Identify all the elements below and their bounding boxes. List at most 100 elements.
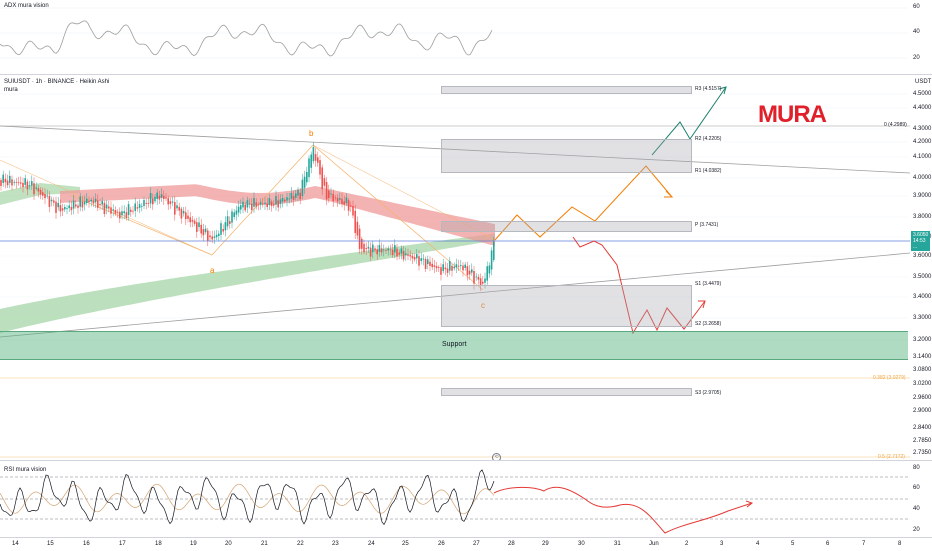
candle-body [207, 230, 209, 241]
candle-body [193, 220, 196, 224]
candle-body [288, 198, 290, 200]
arrowhead-green [718, 86, 727, 95]
price-tick: 2.8400 [913, 425, 932, 431]
candle-body [0, 180, 2, 186]
candle-body [244, 204, 246, 211]
candle-body [398, 252, 400, 255]
candle-body [50, 199, 53, 202]
candle-body [490, 250, 493, 270]
candle-body [413, 257, 416, 260]
candle-body [79, 196, 81, 207]
candle-body [220, 223, 222, 235]
candle-body [475, 276, 477, 278]
candle-body [473, 271, 475, 284]
price-tick: 2.7350 [913, 450, 932, 456]
candle-body [37, 188, 40, 192]
candle-body [99, 204, 101, 205]
candle-body [334, 197, 337, 199]
candle-body [68, 205, 70, 209]
symbol-title: SUIUSDT · 1h · BINANCE · Heikin Ashi [4, 79, 110, 85]
price-tick: 4.3000 [913, 126, 932, 132]
candle-body [482, 281, 484, 284]
candle-body [336, 197, 339, 202]
candle-body [215, 234, 218, 238]
price-tick: 3.4000 [913, 294, 932, 300]
candle-body [77, 205, 79, 208]
candle-body [453, 266, 455, 269]
candle-body [200, 224, 202, 234]
candle-body [178, 206, 180, 211]
rsi-plot [0, 469, 908, 534]
candle-body [418, 256, 420, 266]
candle-body [369, 247, 372, 257]
candle-body [262, 203, 264, 205]
candle-body [108, 206, 110, 209]
candle-body [138, 204, 141, 208]
candle-body [44, 194, 46, 199]
candle-body [435, 266, 438, 269]
price-tick: 3.8000 [913, 214, 932, 220]
candle-body [365, 248, 367, 250]
pivot-label-r2: R2 (4.2205) [695, 136, 722, 142]
price-tick: 3.0800 [913, 367, 932, 373]
pane-separator-top[interactable] [0, 74, 932, 75]
green-ribbon [0, 233, 495, 333]
candle-body [105, 204, 108, 209]
price-tick: 4.0000 [913, 175, 932, 181]
time-axis[interactable]: 14 15 16 17 18 19 20 21 22 23 24 25 26 27 28 29 30 31 Jun 2… [0, 537, 932, 551]
adx-axis-20: 20 [913, 55, 920, 61]
candle-body [169, 201, 172, 204]
candle-body [429, 261, 431, 266]
candle-body [281, 198, 284, 202]
candle-body [154, 196, 156, 202]
candle-body [141, 206, 143, 207]
candle-body [165, 197, 167, 199]
price-tick: 3.9000 [913, 193, 932, 199]
candlesticks [0, 142, 495, 291]
pivot-label-r3: R3 (4.5157) [695, 86, 722, 92]
candle-body [240, 205, 242, 210]
candle-body [361, 238, 363, 249]
time-tick: 3 [720, 541, 724, 547]
pane-separator-bottom[interactable] [0, 460, 932, 461]
candle-body [13, 181, 15, 183]
candle-body [231, 211, 233, 223]
rsi-axis-40: 40 [913, 506, 920, 512]
candle-body [235, 210, 238, 215]
candle-body [431, 263, 433, 268]
candle-body [101, 200, 103, 205]
candle-body [116, 211, 119, 213]
candle-body [163, 196, 165, 199]
candle-body [72, 200, 75, 209]
candle-body [455, 264, 458, 268]
candle-body [86, 198, 88, 203]
support-label: Support [442, 341, 467, 348]
rsi-axis-80: 80 [913, 465, 920, 471]
candle-body [94, 198, 97, 203]
price-tick: 4.5000 [913, 91, 932, 97]
candle-body [83, 201, 86, 205]
candle-body [488, 265, 491, 274]
candle-body [350, 205, 352, 207]
rsi-pane[interactable]: RSI mura vision 80 60 40 20 [0, 461, 932, 537]
price-pane[interactable]: SUIUSDT · 1h · BINANCE · Heikin Ashi mur… [0, 75, 932, 460]
candle-body [191, 219, 194, 222]
lower-trendline [0, 252, 911, 338]
candle-body [187, 215, 189, 219]
support-zone [0, 331, 908, 360]
time-tick: 29 [542, 541, 549, 547]
candle-body [182, 210, 185, 214]
rsi-projection [493, 486, 753, 534]
candle-body [251, 203, 253, 210]
candle-body [20, 182, 22, 184]
candle-body [317, 157, 319, 163]
candle-body [389, 249, 392, 251]
rsi-axis-60: 60 [913, 485, 920, 491]
candle-body [59, 205, 62, 212]
candle-body [345, 197, 348, 203]
adx-pane[interactable]: ADX mura vision 60 40 20 [0, 0, 932, 74]
candle-body [253, 198, 255, 207]
candle-body [224, 222, 227, 231]
candle-body [226, 216, 229, 227]
reset-icon[interactable]: ⟲ [492, 453, 501, 460]
